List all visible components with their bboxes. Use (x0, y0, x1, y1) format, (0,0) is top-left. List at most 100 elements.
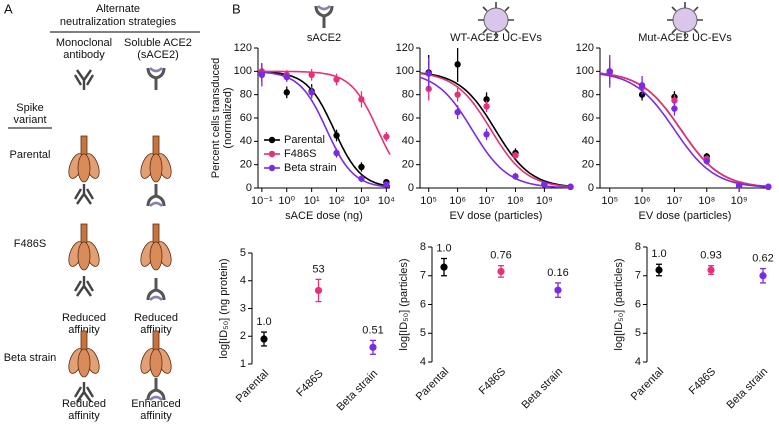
y-tick-label: 120 (396, 42, 414, 54)
data-point (759, 272, 767, 280)
annotation: 1.0 (256, 316, 271, 328)
row-label: Parental (10, 149, 51, 161)
data-point (765, 183, 772, 191)
y-tick-label: 4 (240, 275, 246, 287)
fit-curve (599, 72, 771, 188)
x-tick-label: Parental (629, 366, 666, 403)
panel-label: B (232, 1, 241, 16)
y-tick-label: 1 (240, 358, 246, 370)
data-point (260, 335, 268, 343)
x-axis-label: sACE dose (ng) (285, 210, 363, 222)
x-tick-label: 10¹ (304, 195, 320, 207)
legend-label: Beta strain (284, 162, 337, 174)
data-point (440, 263, 448, 271)
data-point (703, 157, 710, 165)
data-point (512, 152, 519, 159)
annotation: 1.0 (651, 248, 666, 260)
sace2-icon (146, 376, 166, 402)
data-point (567, 183, 574, 191)
y-tick-label: 7 (635, 270, 641, 282)
note: affinity (140, 324, 172, 336)
data-point (454, 91, 461, 98)
row-label: Beta strain (4, 352, 57, 364)
fit-curve (599, 72, 771, 188)
data-point (308, 89, 315, 96)
data-point (483, 103, 490, 110)
data-point (638, 82, 646, 89)
x-tick-label: 10⁻¹ (251, 195, 273, 207)
y-tick-label: 80 (402, 89, 414, 101)
x-tick-label: F486S (687, 366, 718, 397)
legend-marker (268, 136, 276, 144)
column-head: (sACE2) (137, 49, 179, 61)
annotation: 0.93 (700, 250, 721, 262)
data-point (333, 76, 340, 83)
y-tick-label: 40 (240, 135, 252, 147)
spike (65, 330, 103, 378)
x-tick-label: 10⁵ (420, 195, 437, 207)
data-point (483, 96, 490, 103)
data-point (425, 70, 432, 77)
x-tick-label: 10⁷ (478, 195, 494, 207)
note: Reduced (62, 398, 106, 410)
data-point (671, 97, 678, 104)
data-point (308, 71, 315, 79)
y-tick-label: 0 (246, 182, 252, 194)
note: Reduced (134, 312, 178, 324)
y-tick-label: 40 (402, 135, 414, 147)
y-axis-label: (normalized) (222, 87, 234, 148)
y-tick-label: 0 (588, 182, 594, 194)
note: affinity (140, 410, 172, 422)
data-point (512, 173, 519, 180)
column-head: antibody (63, 49, 105, 61)
sace2-icon (146, 182, 166, 208)
y-tick-label: 8 (420, 241, 426, 253)
x-tick-label: 10⁶ (449, 195, 466, 207)
x-tick-label: 10⁶ (634, 195, 651, 207)
y-tick-label: 6 (420, 298, 426, 310)
x-tick-label: Beta strain (725, 366, 771, 412)
data-point (333, 149, 340, 157)
y-axis-label: Percent cells transduced (210, 58, 222, 178)
data-point (554, 286, 562, 294)
note: Enhanced (131, 398, 181, 410)
annotation: 0.51 (362, 324, 383, 336)
y-tick-label: 60 (240, 112, 252, 124)
fit-curve (599, 73, 771, 188)
data-point (735, 182, 743, 189)
y-tick-label: 100 (396, 65, 414, 77)
y-tick-label: 5 (420, 327, 426, 339)
sace2-icon (314, 4, 334, 30)
data-point (454, 61, 461, 68)
annotation: 0.76 (490, 250, 511, 262)
antibody-icon (73, 68, 95, 92)
y-tick-label: 5 (240, 247, 246, 259)
data-point (283, 89, 290, 96)
y-tick-label: 120 (234, 42, 252, 54)
row-label: F486S (14, 238, 46, 250)
data-point (383, 133, 390, 140)
data-point (497, 267, 505, 276)
spike (137, 330, 175, 378)
y-tick-label: 20 (582, 159, 594, 171)
data-point (541, 181, 548, 188)
spike (65, 135, 103, 183)
row-head: Spike (16, 102, 44, 114)
x-tick-label: 10⁹ (536, 195, 553, 207)
annotation: 53 (312, 263, 324, 275)
note: Reduced (62, 312, 106, 324)
data-point (358, 175, 365, 182)
y-tick-label: 120 (576, 42, 594, 54)
sace2-icon (146, 66, 166, 92)
y-tick-label: 3 (240, 302, 246, 314)
legend-label: Parental (284, 134, 325, 146)
note: affinity (68, 410, 100, 422)
y-tick-label: 20 (402, 159, 414, 171)
y-tick-label: 100 (234, 65, 252, 77)
y-tick-label: 8 (635, 241, 641, 253)
fit-curve (258, 70, 391, 155)
y-tick-label: 80 (582, 89, 594, 101)
y-tick-label: 60 (582, 112, 594, 124)
